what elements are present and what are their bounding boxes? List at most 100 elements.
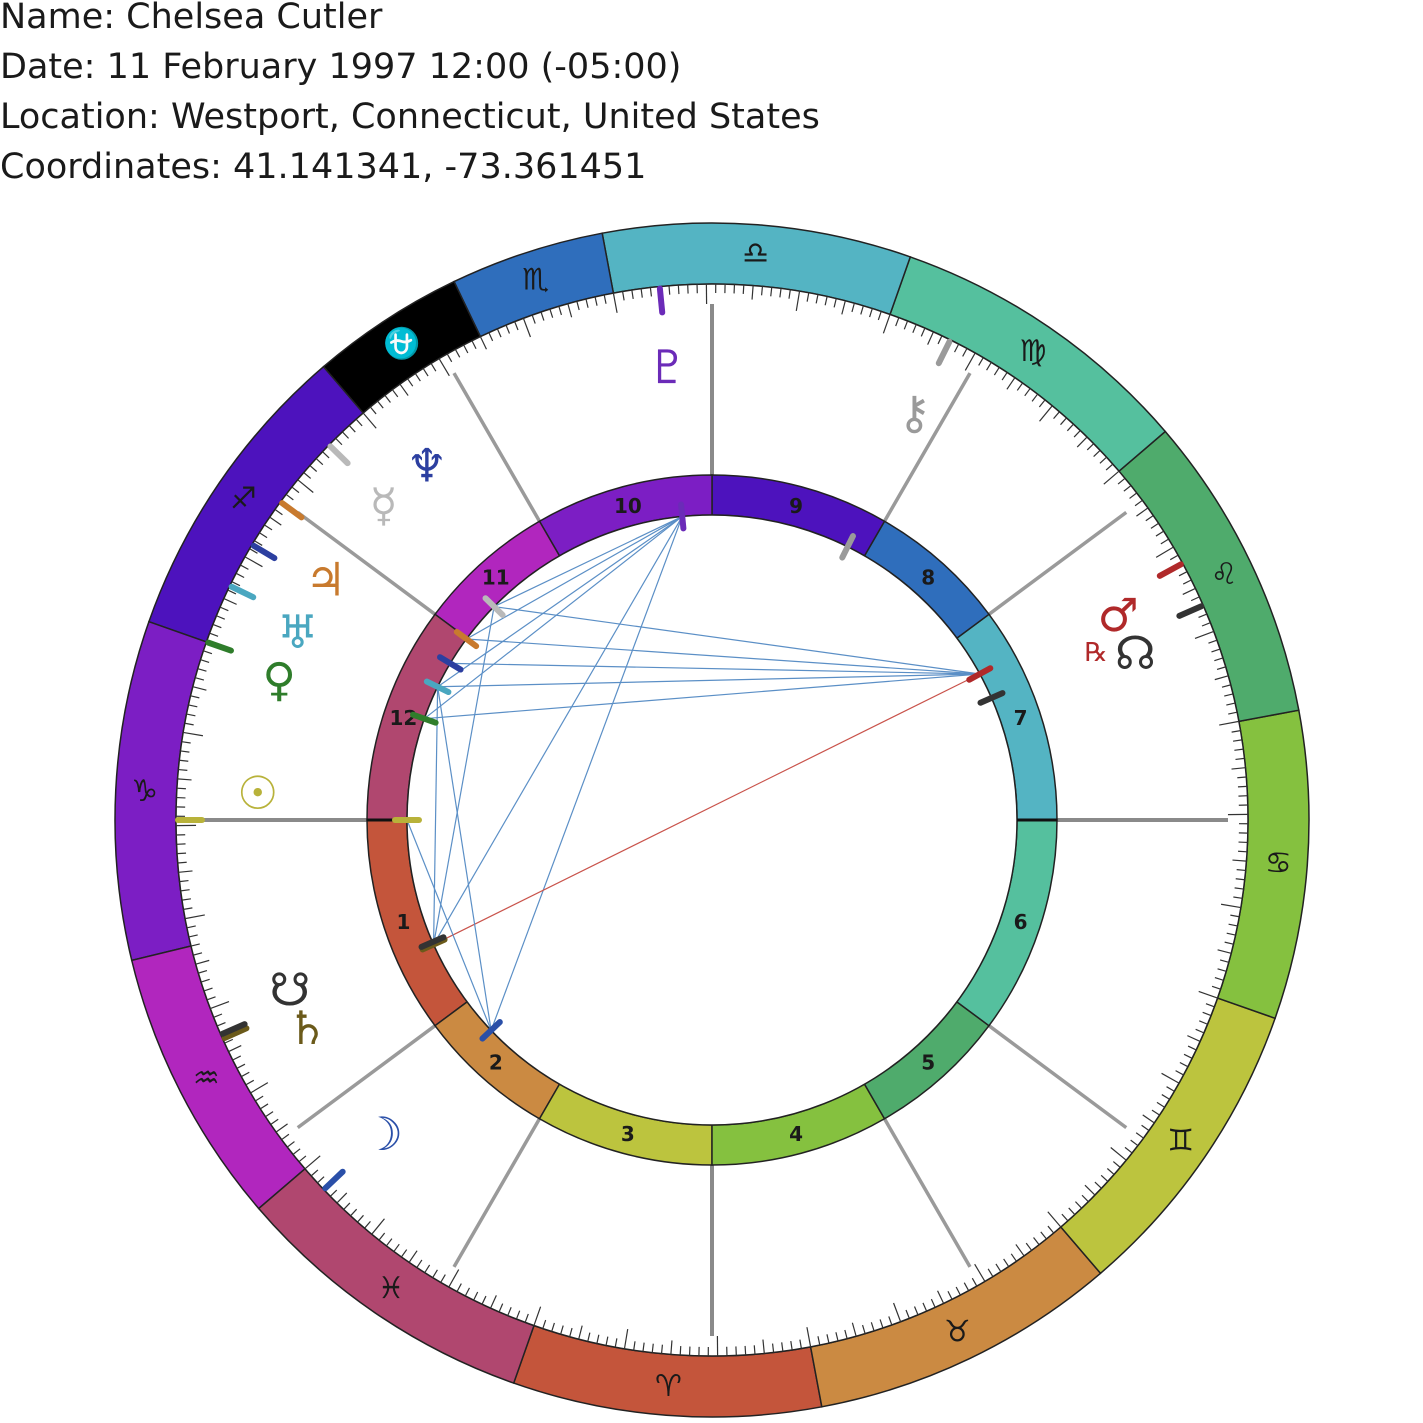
aspect-line-pluto-uranus (437, 515, 683, 688)
degree-tick (235, 572, 245, 579)
degree-tick (177, 861, 187, 864)
degree-tick (1226, 932, 1236, 936)
degree-tick (184, 722, 194, 726)
degree-tick (1214, 977, 1224, 981)
degree-tick (551, 1322, 555, 1332)
aspect-line-saturn-uranus (432, 686, 439, 945)
degree-tick (799, 1339, 802, 1349)
degree-tick (978, 357, 984, 366)
degree-tick (596, 1334, 600, 1344)
degree-tick (471, 340, 477, 350)
birth-date: Date: 11 February 1997 12:00 (-05:00) (0, 47, 682, 87)
degree-tick (937, 1290, 945, 1304)
degree-tick (633, 1341, 636, 1351)
degree-tick (1237, 785, 1247, 788)
degree-tick (1208, 639, 1218, 644)
degree-tick (753, 1345, 756, 1355)
degree-tick (260, 1103, 269, 1110)
degree-tick (1106, 1168, 1115, 1175)
degree-tick (186, 713, 196, 717)
degree-tick (1003, 1258, 1010, 1267)
degree-tick (560, 1325, 564, 1335)
planet-marker-saturn (221, 1025, 250, 1042)
degree-tick (649, 287, 653, 297)
degree-tick (393, 1243, 400, 1252)
degree-tick (309, 465, 318, 472)
aspect-lines (406, 515, 981, 1031)
degree-tick (236, 1063, 246, 1069)
degree-tick (542, 1319, 547, 1329)
planet-marker-neptune (250, 542, 278, 562)
degree-tick (1129, 492, 1138, 499)
degree-tick (1228, 923, 1238, 927)
degree-tick (993, 367, 1000, 376)
degree-tick (1040, 1231, 1047, 1240)
planet-marker-mars (966, 665, 994, 683)
degree-tick (317, 1176, 325, 1184)
sign-glyph-leo: ♌ (1211, 557, 1238, 592)
degree-tick (1161, 1094, 1170, 1100)
sign-glyph-pisces: ♓ (378, 1271, 405, 1306)
mercury-icon: ☿ (369, 478, 397, 532)
degree-tick (1237, 776, 1247, 779)
degree-tick (869, 308, 873, 318)
degree-tick (180, 750, 190, 753)
degree-tick (1202, 1011, 1212, 1017)
degree-tick (1235, 878, 1245, 881)
degree-tick (341, 431, 350, 439)
degree-tick (249, 548, 258, 554)
degree-tick (292, 1148, 301, 1155)
degree-tick (1221, 684, 1231, 688)
degree-tick (1179, 1061, 1189, 1068)
house-cusp-line-5 (882, 1117, 972, 1268)
sign-glyph-taurus: ♉ (944, 1315, 971, 1350)
house-label: 12 (390, 706, 418, 730)
degree-tick (937, 335, 943, 345)
degree-tick (1226, 702, 1236, 706)
planet-marker-jupiter (279, 500, 305, 521)
degree-tick (185, 914, 205, 920)
degree-tick (1047, 1225, 1055, 1234)
degree-tick (315, 458, 324, 466)
degree-tick (927, 331, 934, 345)
degree-tick (498, 1303, 504, 1313)
degree-tick (558, 306, 563, 316)
degree-tick (631, 289, 634, 300)
degree-tick (744, 1345, 747, 1355)
degree-tick (779, 288, 782, 298)
planet-marker-north-node (977, 690, 1006, 706)
planet-marker-chiron (935, 338, 953, 367)
planet-marker-pluto (656, 285, 666, 316)
degree-tick (1099, 456, 1107, 464)
degree-tick (212, 623, 222, 629)
degree-tick (1234, 748, 1244, 751)
degree-tick (587, 1332, 591, 1342)
degree-tick (203, 650, 213, 655)
degree-tick (640, 288, 643, 298)
house-label: 5 (921, 1051, 935, 1075)
aspect-line-mars-jupiter (466, 638, 980, 675)
degree-tick (1214, 657, 1224, 662)
degree-tick (1228, 711, 1238, 715)
degree-tick (505, 324, 511, 334)
degree-tick (524, 1313, 529, 1323)
degree-tick (210, 1000, 230, 1010)
degree-tick (1224, 693, 1234, 697)
degree-tick (269, 516, 282, 526)
degree-tick (254, 540, 263, 546)
degree-tick (244, 556, 263, 568)
degree-tick (198, 969, 208, 974)
house-cusp-line-3 (452, 1117, 542, 1268)
degree-tick (1016, 382, 1023, 391)
house-label: 10 (614, 494, 642, 518)
degree-tick (310, 1169, 319, 1177)
degree-tick (188, 934, 198, 938)
degree-tick (1155, 530, 1164, 537)
degree-tick (877, 311, 882, 321)
house-cusp-lines (196, 304, 1228, 1336)
degree-tick (540, 311, 545, 321)
degree-tick (362, 412, 377, 429)
degree-tick (1236, 868, 1246, 872)
degree-tick (255, 1095, 264, 1102)
degree-tick (357, 1214, 364, 1223)
